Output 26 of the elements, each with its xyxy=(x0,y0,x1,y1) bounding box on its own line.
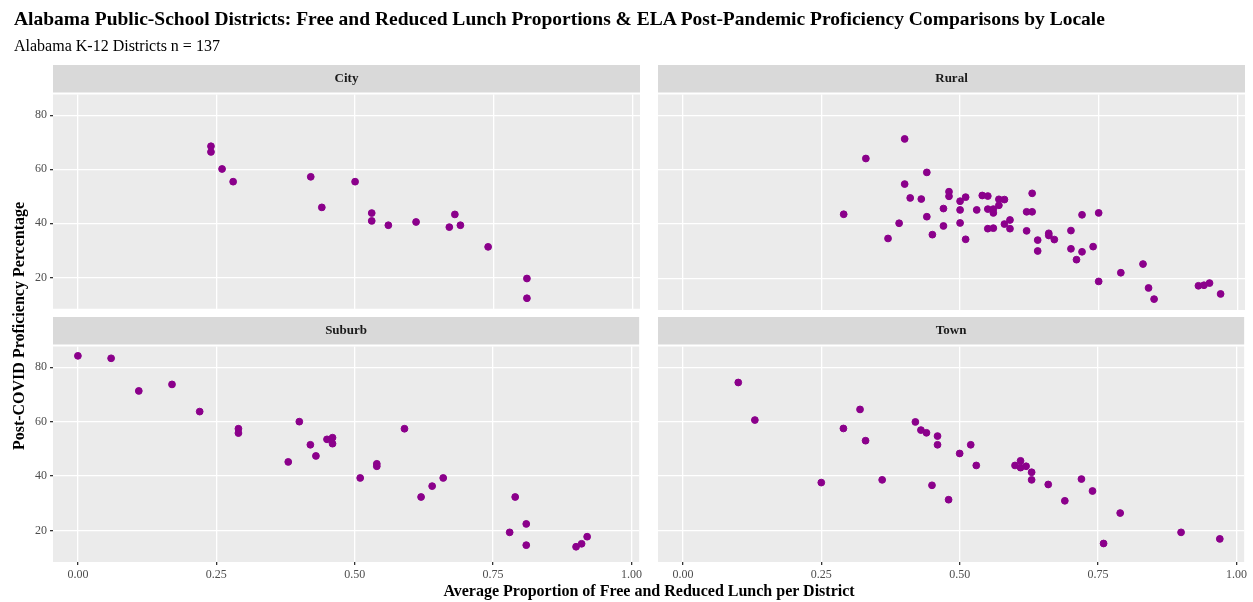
x-axis-title: Average Proportion of Free and Reduced Lunch per District xyxy=(443,582,855,600)
chart-title: City xyxy=(334,70,359,86)
y-tick-label: 20 xyxy=(35,269,47,284)
chart-title: Town xyxy=(935,322,968,338)
text: Alabama K-12 Districts n = 137 xyxy=(14,37,220,55)
y-tick-label: 40 xyxy=(35,215,47,230)
y-axis-title: Post-COVID Proficiency Percentage xyxy=(10,201,28,451)
x-tick-label: 0.00 xyxy=(67,567,89,582)
x-tick-label: 0.25 xyxy=(810,567,832,582)
x-tick-label: 1.00 xyxy=(620,567,642,582)
x-tick-label: 1.00 xyxy=(1225,567,1247,582)
text: Alabama Public-School Districts: Free and Reduced Lunch Proportions & ELA Post-Pandemic Proficiency Comparisons by Locale xyxy=(14,8,1105,30)
chart-title: Suburb xyxy=(325,322,368,338)
x-tick-label: 0.50 xyxy=(344,567,366,582)
y-tick-label: 20 xyxy=(35,522,47,537)
y-tick-label: 80 xyxy=(35,107,47,122)
x-tick-label: 0.75 xyxy=(1087,567,1109,582)
y-tick-label: 60 xyxy=(35,161,47,176)
x-tick-label: 0.75 xyxy=(482,567,504,582)
chart-title: Rural xyxy=(935,70,969,86)
y-tick-label: 60 xyxy=(35,413,47,428)
x-tick-label: 0.50 xyxy=(949,567,971,582)
y-tick-label: 40 xyxy=(35,468,47,483)
x-tick-label: 0.00 xyxy=(672,567,694,582)
y-tick-label: 80 xyxy=(35,359,47,374)
x-tick-label: 0.25 xyxy=(205,567,227,582)
